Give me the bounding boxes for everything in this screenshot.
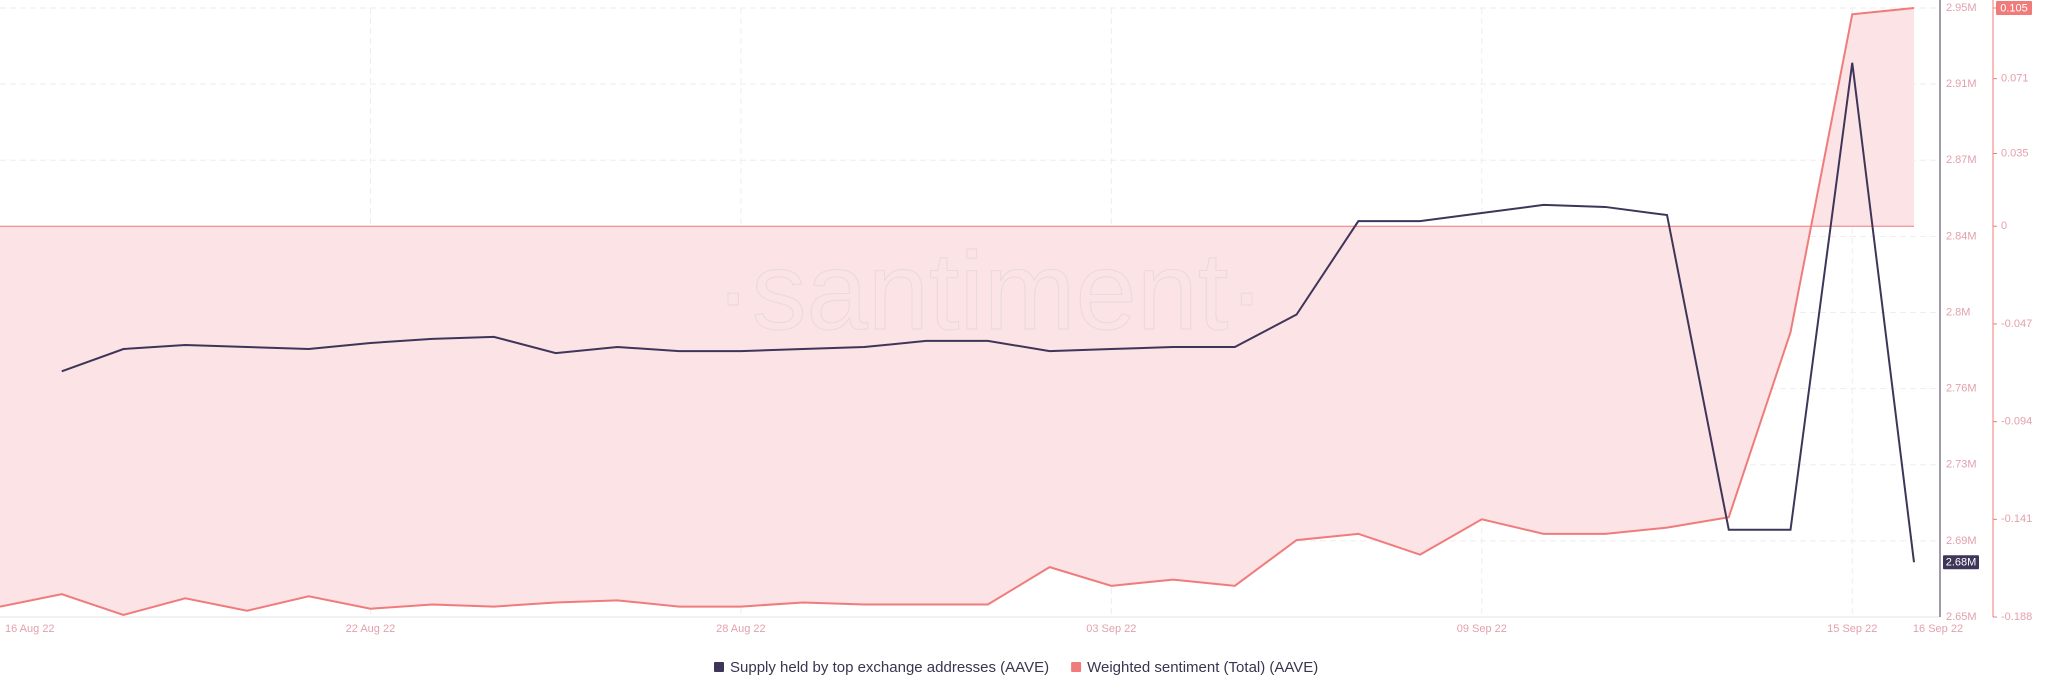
last-value-label: 2.68M <box>1946 557 1977 569</box>
line <box>61 62 1915 563</box>
y-tick-label: 2.95M <box>1946 2 1977 14</box>
y-tick-label: 2.91M <box>1946 78 1977 90</box>
last-value-label: 0.105 <box>2000 2 2028 14</box>
y2-tick-label: -0.047 <box>2001 318 2032 330</box>
y-tick-label: 2.73M <box>1946 459 1977 471</box>
x-tick-label: 03 Sep 22 <box>1086 623 1136 635</box>
x-tick-label: 22 Aug 22 <box>346 623 396 635</box>
last-value-box <box>1996 1 2032 15</box>
legend-swatch <box>714 662 724 672</box>
line <box>0 7 1915 616</box>
y2-tick-label: 0.071 <box>2001 73 2029 85</box>
x-tick-label: 16 Sep 22 <box>1913 623 1963 635</box>
last-value-box <box>1943 555 1979 570</box>
y-tick-label: 2.8M <box>1946 306 1970 318</box>
y-tick-label: 2.69M <box>1946 535 1977 547</box>
x-tick-label: 16 Aug 22 <box>5 623 55 635</box>
y2-tick-label: -0.141 <box>2001 513 2032 525</box>
area <box>0 8 1914 615</box>
legend-label: Supply held by top exchange addresses (A… <box>730 659 1049 676</box>
y-tick-label: 2.65M <box>1946 611 1977 623</box>
watermark: ·santiment· <box>715 230 1265 353</box>
y-tick-label: 2.84M <box>1946 230 1977 242</box>
y-tick-label: 2.76M <box>1946 383 1977 395</box>
y2-tick-label: -0.094 <box>2001 416 2032 428</box>
y2-tick-label: 0 <box>2001 220 2007 232</box>
x-tick-label: 09 Sep 22 <box>1457 623 1507 635</box>
x-tick-label: 15 Sep 22 <box>1827 623 1877 635</box>
y2-tick-label: 0.035 <box>2001 147 2029 159</box>
legend-swatch <box>1071 662 1082 672</box>
legend-label: Weighted sentiment (Total) (AAVE) <box>1087 659 1318 676</box>
y-tick-label: 2.87M <box>1946 154 1977 166</box>
y2-tick-label: -0.188 <box>2001 611 2032 623</box>
x-tick-label: 28 Aug 22 <box>716 623 766 635</box>
